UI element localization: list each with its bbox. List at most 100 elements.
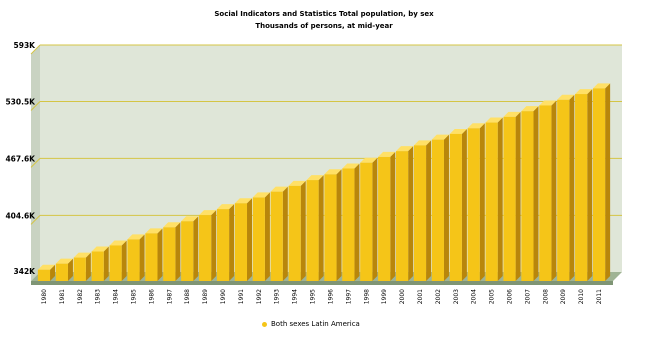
bar-top: [378, 151, 396, 157]
bar: [252, 192, 270, 281]
y-tick-label: 467.6K: [5, 154, 36, 163]
bar-top: [234, 198, 253, 204]
bar-front: [216, 209, 230, 281]
bar-side: [300, 180, 306, 281]
x-tick-label: 2006: [507, 289, 514, 304]
bar-side: [67, 258, 73, 281]
bar-front: [55, 263, 68, 281]
bar-front: [324, 174, 337, 281]
x-tick-label: 2002: [435, 289, 442, 304]
bar-front: [342, 168, 355, 281]
bar-top: [252, 192, 270, 198]
bar-front: [557, 99, 570, 281]
bar: [91, 246, 109, 281]
gridline-depth: [30, 101, 41, 111]
bar-side: [390, 151, 396, 281]
bar-top: [503, 111, 521, 117]
x-tick-label: 2003: [453, 289, 460, 304]
x-tick-label: 1985: [130, 289, 137, 304]
x-tick-label: 1998: [363, 289, 370, 304]
x-tick-label: 1995: [310, 289, 317, 304]
bar-side: [247, 198, 253, 281]
bar-front: [521, 111, 534, 281]
bar-side: [121, 240, 127, 281]
bar: [109, 240, 127, 281]
bar-front: [181, 221, 194, 281]
legend-label: Both sexes Latin America: [271, 320, 360, 328]
bar: [395, 146, 414, 281]
bar-side: [569, 94, 575, 281]
bar: [378, 151, 396, 281]
x-tick-label: 1993: [274, 289, 281, 304]
bar-front: [539, 105, 552, 281]
bar-side: [461, 128, 467, 281]
bar: [55, 258, 73, 281]
bar: [360, 157, 378, 281]
bar-top: [324, 169, 342, 175]
bar-top: [467, 123, 485, 129]
bar-top: [431, 134, 449, 140]
chart-subtitle: Thousands of persons, at mid-year: [255, 22, 393, 30]
x-tick-label: 2001: [417, 289, 424, 304]
x-tick-label: 1992: [256, 289, 263, 304]
bar-front: [163, 227, 176, 281]
bar-front: [37, 269, 51, 281]
bar: [539, 100, 557, 281]
x-tick-label: 1981: [59, 289, 66, 304]
bar: [342, 163, 360, 281]
bar-top: [592, 83, 611, 89]
gridline-depth: [30, 158, 41, 168]
bar-front: [503, 116, 516, 281]
bar-side: [282, 186, 288, 281]
x-tick-label: 1980: [41, 289, 48, 304]
bar: [521, 106, 539, 281]
bar-side: [605, 83, 611, 281]
bar: [127, 234, 145, 281]
bar-top: [181, 216, 199, 222]
bar: [306, 175, 324, 281]
bar: [181, 216, 199, 281]
x-tick-label: 1984: [113, 289, 120, 304]
bar-front: [467, 128, 480, 281]
bar: [431, 134, 449, 281]
legend: Both sexes Latin America: [262, 320, 360, 328]
bar-side: [318, 175, 324, 281]
bar-side: [587, 89, 593, 281]
bar-top: [91, 246, 109, 252]
bar-front: [449, 133, 462, 281]
bar-front: [395, 151, 409, 281]
bar-front: [485, 122, 498, 282]
bar-side: [175, 222, 181, 281]
bar-front: [288, 185, 301, 281]
bar: [413, 140, 432, 281]
bar-top: [127, 234, 145, 240]
bar-side: [85, 252, 91, 281]
bar: [575, 89, 593, 281]
bar-front: [413, 145, 427, 281]
bar: [270, 186, 288, 281]
bar-top: [145, 228, 163, 234]
bar: [216, 204, 235, 281]
x-tick-label: 2004: [471, 289, 478, 304]
bar: [324, 169, 342, 281]
gridline-depth: [30, 44, 41, 55]
bar-front: [431, 139, 444, 281]
bar-top: [449, 128, 467, 134]
bar: [234, 198, 253, 281]
bar-side: [264, 192, 270, 281]
bar-side: [443, 134, 449, 281]
bar: [288, 180, 306, 281]
y-tick-label: 342K: [14, 267, 37, 276]
bar-side: [354, 163, 360, 281]
x-tick-label: 2009: [560, 289, 567, 304]
gridline-depth: [30, 215, 41, 225]
x-tick-label: 1990: [220, 289, 227, 304]
bar-front: [270, 191, 283, 281]
bar: [37, 264, 56, 281]
legend-swatch: [262, 321, 267, 327]
bar-top: [270, 186, 288, 192]
bar-top: [413, 140, 432, 146]
bar-front: [109, 245, 122, 281]
bar-top: [306, 175, 324, 181]
bar-front: [378, 156, 391, 281]
